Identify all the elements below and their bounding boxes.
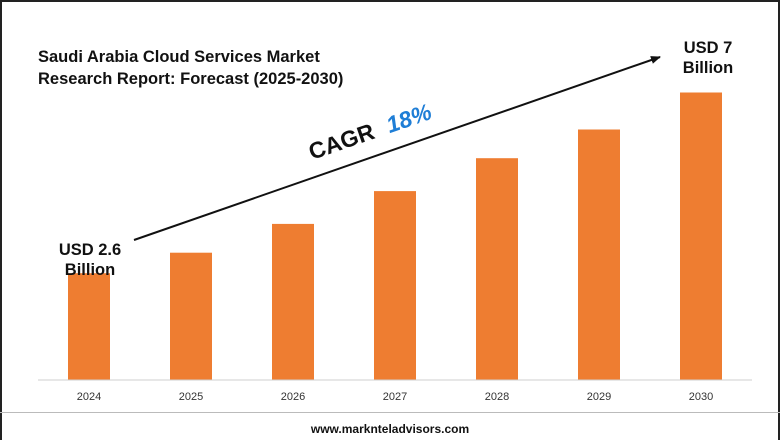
tick-labels-layer: 2024 2025 2026 2027 2028 2029 2030 <box>77 391 713 403</box>
x-tick-label-2024: 2024 <box>77 391 101 403</box>
bar-2029 <box>578 129 620 380</box>
cagr-prefix: CAGR <box>305 118 378 165</box>
bar-2026 <box>272 223 314 380</box>
cagr-arrow <box>133 56 661 241</box>
x-tick-label-2025: 2025 <box>179 391 203 403</box>
cagr-label: CAGR 18% <box>305 98 435 164</box>
x-tick-label-2029: 2029 <box>587 391 611 403</box>
footer-url[interactable]: www.marknteladvisors.com <box>310 422 470 436</box>
footer-divider <box>0 412 780 413</box>
bar-2030 <box>680 92 722 380</box>
x-tick-label-2028: 2028 <box>485 391 509 403</box>
bar-2025 <box>170 252 212 380</box>
x-tick-label-2026: 2026 <box>281 391 305 403</box>
bar-2024 <box>68 273 110 380</box>
x-tick-label-2027: 2027 <box>383 391 407 403</box>
cagr-value: 18% <box>383 98 435 138</box>
start-value-label: USD 2.6 Billion <box>58 241 122 279</box>
bars-layer <box>68 92 722 380</box>
chart-title: Saudi Arabia Cloud Services Market Resea… <box>38 48 344 88</box>
end-value-label: USD 7 Billion <box>682 39 734 77</box>
x-tick-label-2030: 2030 <box>689 391 713 403</box>
bar-2028 <box>476 158 518 380</box>
bar-2027 <box>374 191 416 380</box>
trend-arrow <box>133 56 661 241</box>
